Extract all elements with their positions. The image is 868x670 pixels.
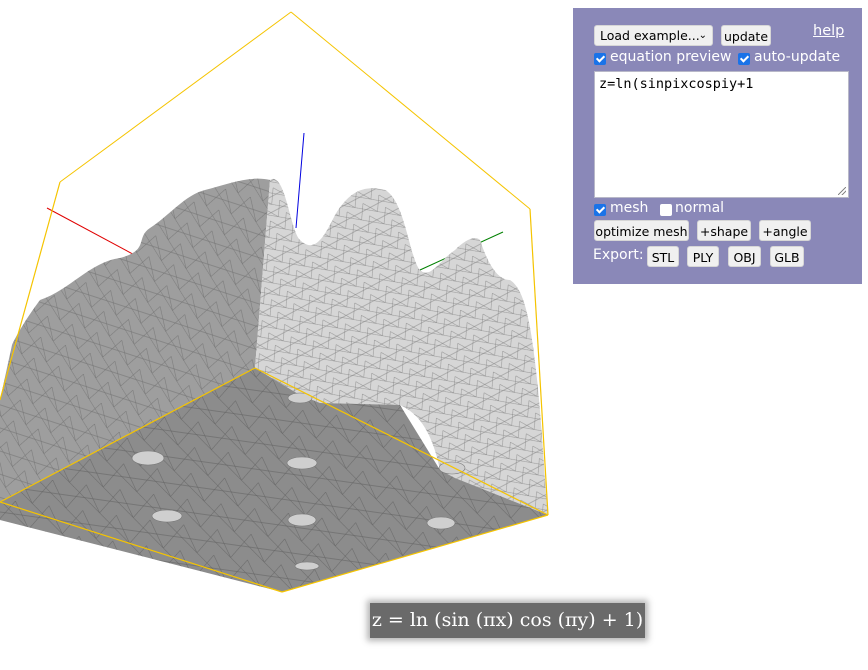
auto-update-checkbox[interactable] [738,53,750,65]
resize-grip-icon[interactable] [838,187,846,195]
export-glb-button[interactable]: GLB [770,246,804,267]
equation-preview-checkbox[interactable] [594,53,606,65]
auto-update-label: auto-update [754,49,841,65]
normal-checkbox[interactable] [660,204,672,216]
equation-preview-text: z = ln (sin (πx) cos (πy) + 1) [371,609,644,631]
chevron-down-icon: ⌄ [698,30,707,41]
equation-input-text: z=ln(sinpixcospiy+1 [599,76,754,92]
x-axis [46,207,143,260]
control-panel: Load example... ⌄ update help equation p… [573,8,862,284]
optimize-mesh-button[interactable]: optimize mesh [594,220,689,241]
load-example-select[interactable]: Load example... ⌄ [594,25,713,46]
mesh-label: mesh [610,200,649,216]
surface-left-mesh [0,178,270,503]
bounding-box-front [0,181,549,593]
update-button[interactable]: update [721,25,771,46]
help-link[interactable]: help [813,23,845,39]
export-obj-button[interactable]: OBJ [728,246,761,267]
equation-preview-label: equation preview [610,49,732,65]
load-example-label: Load example... [600,28,700,43]
bounding-box-back [59,11,531,210]
surface-bottom-mesh [0,368,548,592]
add-angle-button[interactable]: +angle [759,220,811,241]
export-stl-button[interactable]: STL [647,246,679,267]
equation-preview: z = ln (sin (πx) cos (πy) + 1) [370,603,645,638]
surface-right-mesh [255,178,548,515]
export-ply-button[interactable]: PLY [687,246,719,267]
add-shape-button[interactable]: +shape [697,220,751,241]
normal-label: normal [675,200,725,216]
z-axis [295,132,305,229]
equation-input[interactable]: z=ln(sinpixcospiy+1 [594,71,849,198]
export-label: Export: [593,247,644,263]
mesh-checkbox[interactable] [594,204,606,216]
mesh-holes [131,392,466,571]
